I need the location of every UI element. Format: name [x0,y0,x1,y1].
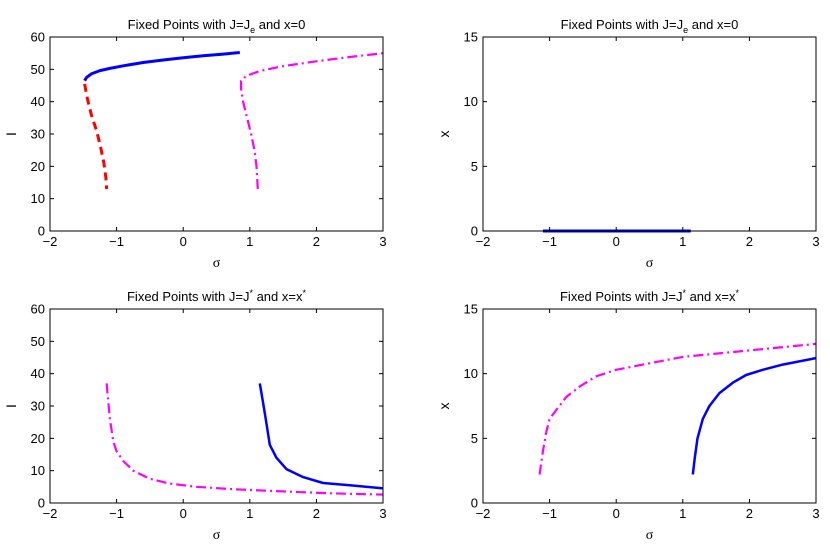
chart-panel-4: −2 −1 0 1 2 3 0 5 10 15 Fixed Points with J=J* and… [436,288,820,543]
y-tick-label: 20 [31,431,45,446]
y-tick-label: 30 [31,127,45,142]
y-tick-label: 30 [31,399,45,414]
x-tick-label: 0 [613,234,620,249]
y-axis-label: x [436,131,452,138]
y-tick-label: 10 [31,463,45,478]
y-axis-label: x [436,403,452,410]
series-line-1 [83,51,240,82]
y-tick-label: 15 [464,302,478,317]
x-tick-label: 3 [812,506,819,521]
y-tick-label: 50 [31,62,45,77]
y-tick-label: 20 [31,159,45,174]
x-tick-label: −2 [476,506,491,521]
chart-title: Fixed Points with J=Je and x=0 [561,17,739,35]
x-axis-label: σ [646,528,654,543]
x-tick-label: 0 [613,506,620,521]
x-tick-label: 1 [679,506,686,521]
series-line-1 [691,356,816,475]
axes-frame [482,308,817,504]
y-tick-label: 10 [464,94,478,109]
axes-frame [49,36,384,232]
x-tick-label: −1 [109,234,124,249]
y-tick-label: 50 [31,334,45,349]
x-tick-label: −2 [43,234,58,249]
series-line-2 [538,342,816,475]
x-tick-label: 2 [313,234,320,249]
chart-title: Fixed Points with J=Je and x=0 [128,17,306,35]
series-line-2 [105,383,383,496]
y-tick-label: 40 [31,366,45,381]
axes-frame [482,36,817,232]
chart-title: Fixed Points with J=J* and x=x* [560,288,740,304]
y-tick-label: 40 [31,94,45,109]
x-tick-label: 1 [246,234,253,249]
y-tick-label: 10 [464,366,478,381]
y-tick-label: 60 [31,30,45,45]
y-tick-label: 0 [471,224,478,239]
x-tick-label: 3 [379,506,386,521]
x-tick-label: −1 [109,506,124,521]
y-tick-label: 0 [38,224,45,239]
x-tick-label: 2 [746,506,753,521]
x-tick-label: 2 [313,506,320,521]
x-tick-label: 1 [246,506,253,521]
y-tick-label: 60 [31,302,45,317]
axes-frame [49,308,384,504]
chart-title: Fixed Points with J=J* and x=x* [127,288,307,304]
y-tick-label: 10 [31,191,45,206]
chart-panel-2: −2 −1 0 1 2 3 0 5 10 15 Fixed Points with J=Je and… [436,17,820,271]
x-tick-label: 3 [812,234,819,249]
y-axis-label: I [3,404,19,408]
x-tick-label: 1 [679,234,686,249]
x-axis-label: σ [213,528,221,543]
y-tick-label: 0 [38,496,45,511]
y-tick-label: 0 [471,496,478,511]
x-tick-label: −1 [542,234,557,249]
x-tick-label: 0 [180,506,187,521]
y-axis-label: I [3,132,19,136]
x-tick-label: 3 [379,234,386,249]
x-axis-label: σ [213,256,221,271]
series-line-3 [240,52,383,190]
y-tick-label: 15 [464,30,478,45]
x-tick-label: −2 [476,234,491,249]
x-axis-label: σ [646,256,654,271]
x-tick-label: −2 [43,506,58,521]
x-tick-label: 0 [180,234,187,249]
y-tick-label: 5 [471,159,478,174]
series-line-2 [83,83,109,190]
x-tick-label: −1 [542,506,557,521]
series-line-1 [258,383,383,490]
x-tick-label: 2 [746,234,753,249]
y-tick-label: 5 [471,431,478,446]
